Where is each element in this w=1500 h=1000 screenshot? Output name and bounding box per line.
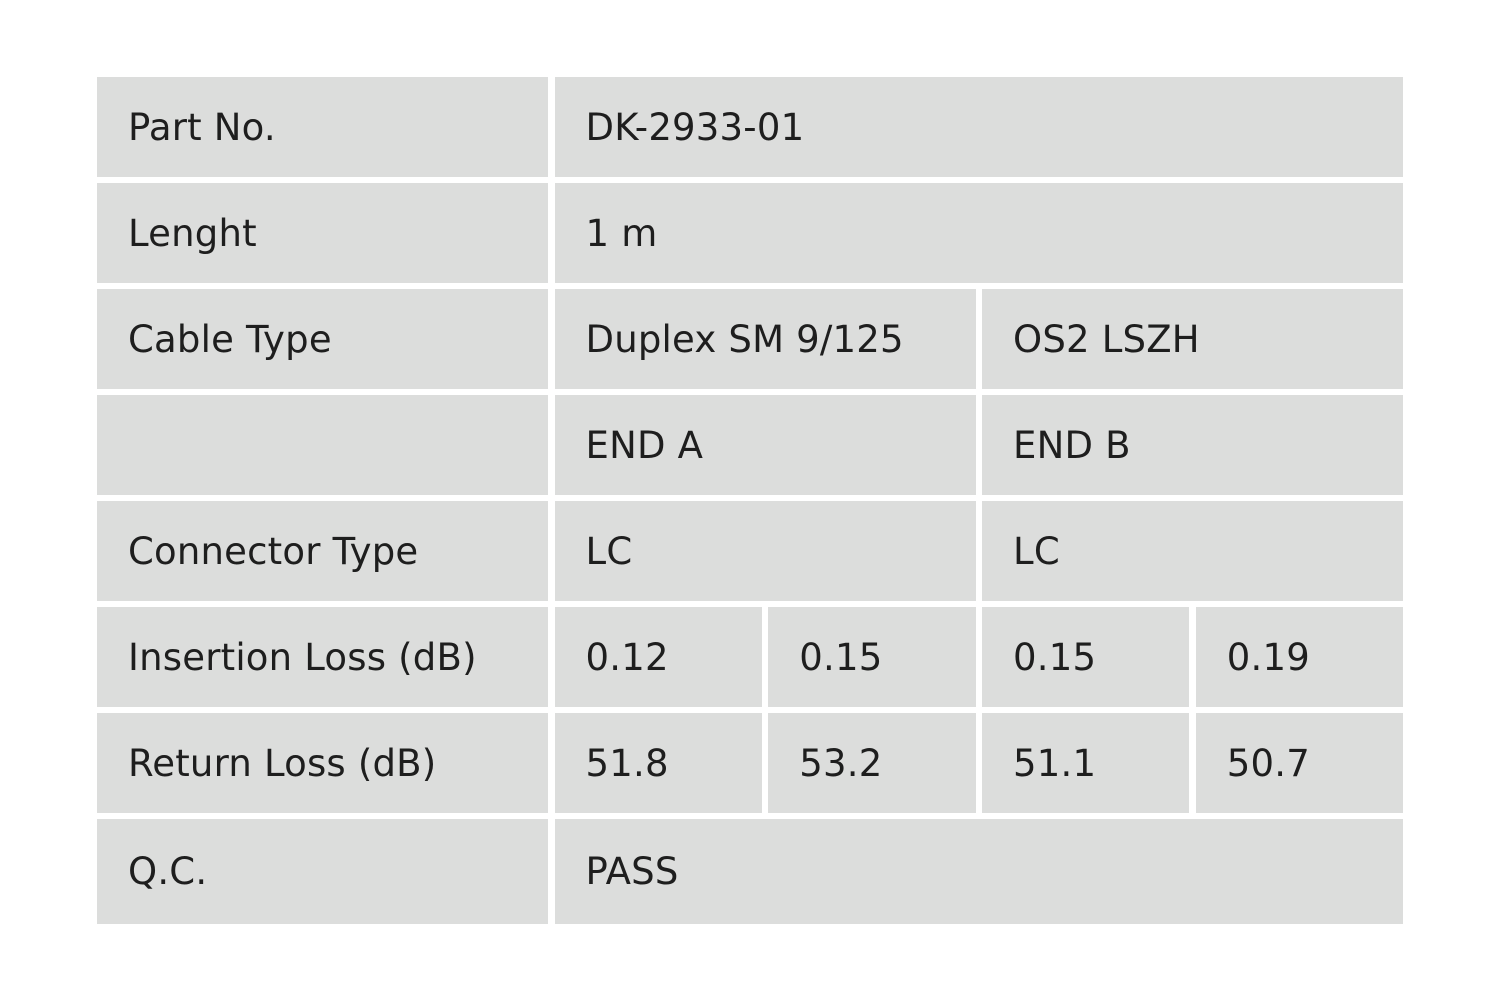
cell-text: Insertion Loss (dB): [128, 635, 477, 679]
cell-text: 51.8: [585, 741, 669, 785]
value-cell: 51.1: [982, 713, 1190, 813]
cell-text: Cable Type: [128, 317, 332, 361]
cell-text: 1 m: [585, 211, 658, 255]
value-cell: 50.7: [1195, 713, 1403, 813]
value-cell: 0.15: [982, 607, 1190, 707]
cell-text: Q.C.: [128, 850, 208, 893]
row-label: Insertion Loss (dB): [97, 607, 548, 707]
row-label: Part No.: [97, 77, 548, 177]
value-cell: 53.2: [768, 713, 976, 813]
cell-text: 0.15: [1013, 635, 1097, 679]
row-label: Connector Type: [97, 501, 548, 601]
cell-text: Return Loss (dB): [128, 741, 437, 785]
value-cell: 0.12: [554, 607, 762, 707]
value-cell: Duplex SM 9/125: [554, 289, 976, 389]
cell-text: 0.19: [1226, 635, 1310, 679]
cell-text: 0.12: [585, 635, 669, 679]
cell-text: END B: [1013, 423, 1131, 467]
value-cell: 1 m: [554, 183, 1403, 283]
cell-text: 51.1: [1013, 741, 1097, 785]
value-cell: PASS: [554, 819, 1403, 924]
row-label: [97, 395, 548, 495]
value-cell: OS2 LSZH: [982, 289, 1403, 389]
row-label: Cable Type: [97, 289, 548, 389]
cell-text: Lenght: [128, 211, 257, 255]
value-cell: 0.15: [768, 607, 976, 707]
row-label: Return Loss (dB): [97, 713, 548, 813]
value-cell: 51.8: [554, 713, 762, 813]
value-cell: LC: [554, 501, 976, 601]
cell-text: Connector Type: [128, 529, 419, 573]
value-cell: DK-2933-01: [554, 77, 1403, 177]
cell-text: OS2 LSZH: [1013, 317, 1200, 361]
cell-text: END A: [585, 423, 704, 467]
cell-text: Duplex SM 9/125: [585, 317, 904, 361]
value-cell: END B: [982, 395, 1403, 495]
cell-text: 50.7: [1226, 741, 1310, 785]
value-cell: LC: [982, 501, 1403, 601]
cell-text: PASS: [585, 850, 679, 893]
row-label: Q.C.: [97, 819, 548, 924]
cell-text: 0.15: [799, 635, 883, 679]
row-label: Lenght: [97, 183, 548, 283]
cell-text: Part No.: [128, 105, 276, 149]
cell-text: DK-2933-01: [585, 105, 805, 149]
cell-text: 53.2: [799, 741, 883, 785]
cell-text: LC: [585, 529, 633, 573]
cell-text: LC: [1013, 529, 1060, 573]
value-cell: END A: [554, 395, 976, 495]
value-cell: 0.19: [1195, 607, 1403, 707]
